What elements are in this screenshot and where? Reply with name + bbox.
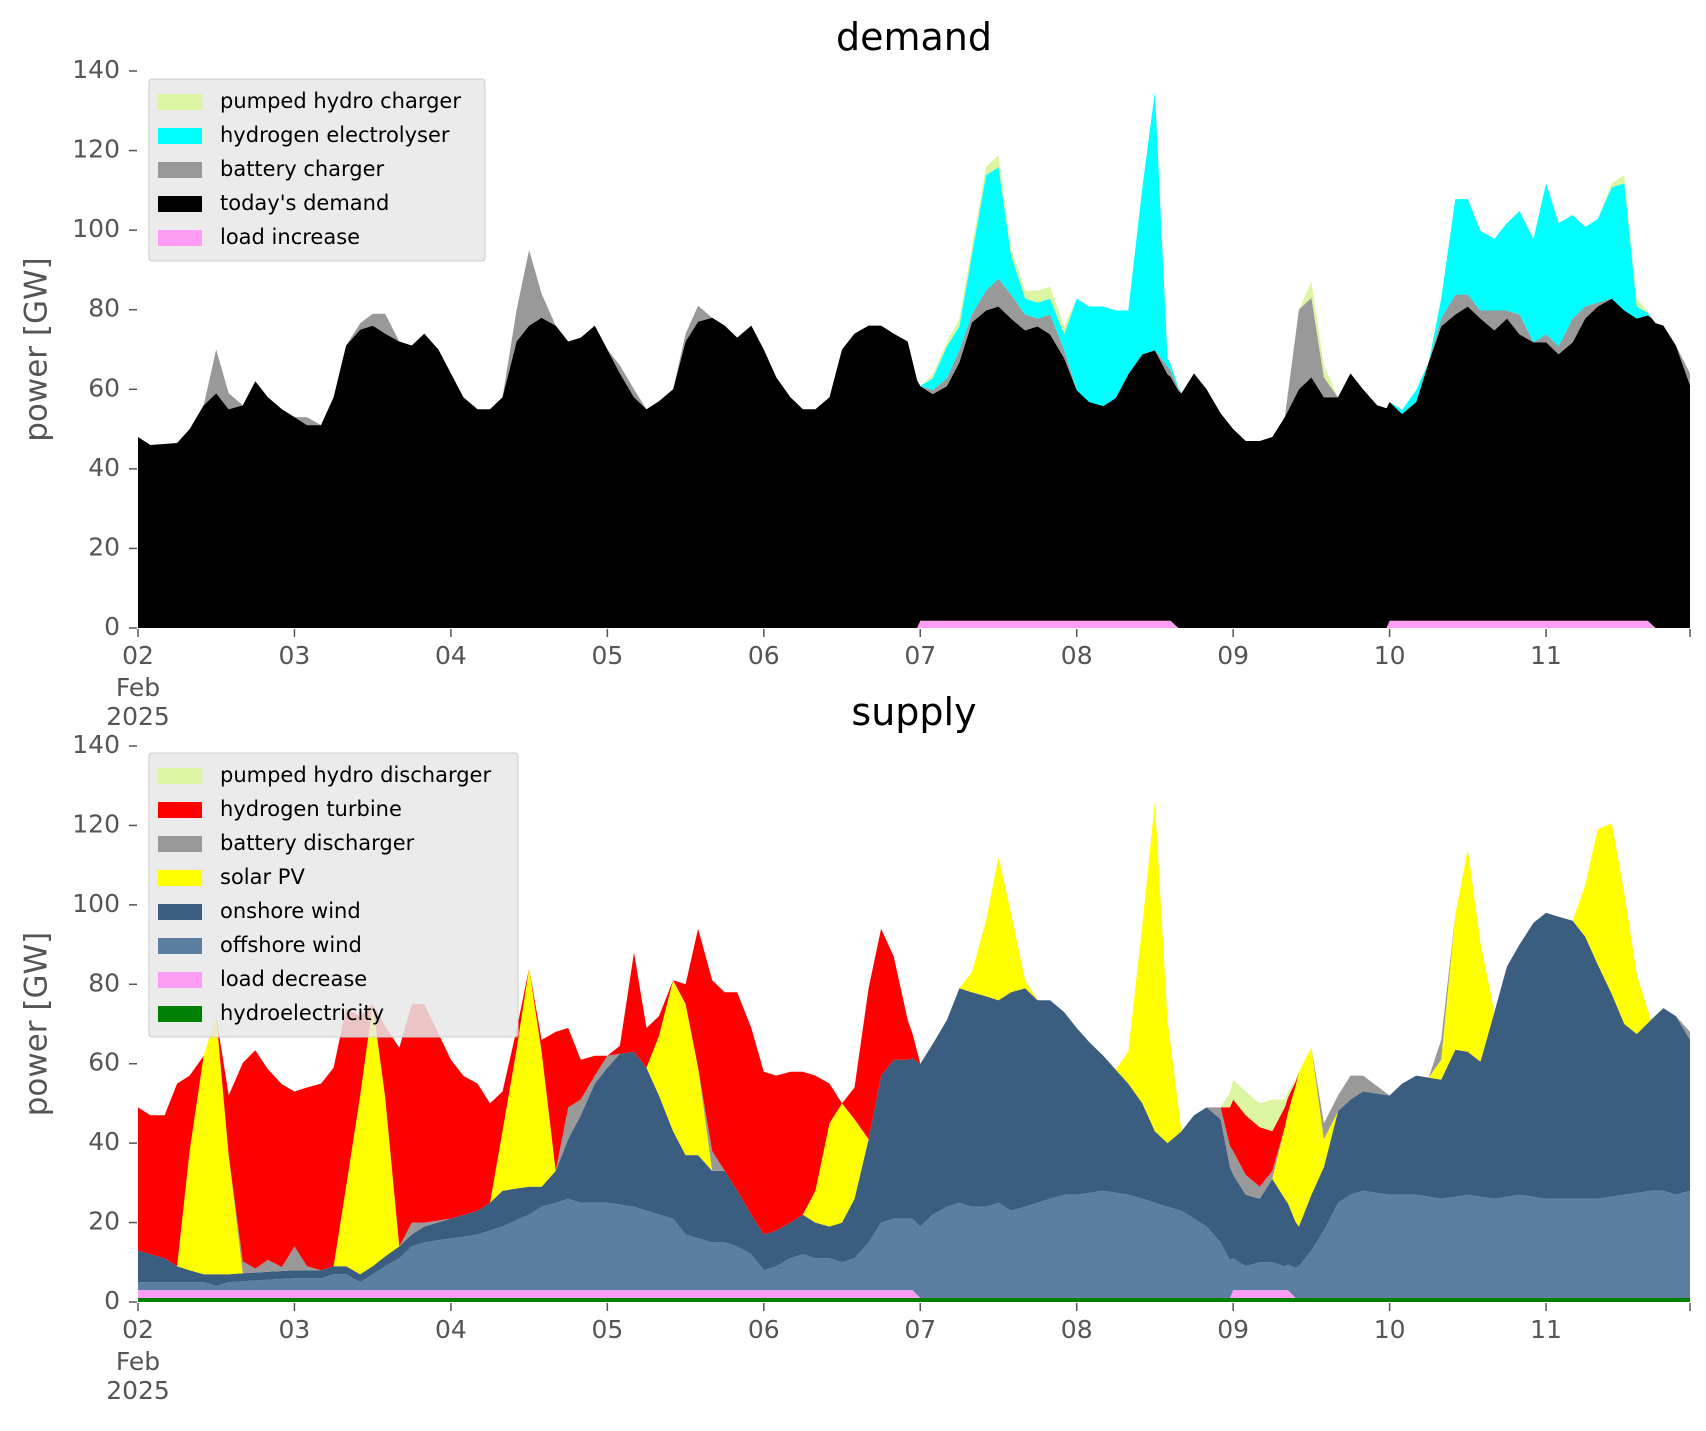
y-tick-label: 100 bbox=[72, 214, 120, 243]
x-tick-label: 03 bbox=[279, 1315, 311, 1344]
y-tick-label: 40 bbox=[88, 1127, 120, 1156]
y-tick-label: 120 bbox=[72, 135, 120, 164]
x-tick-label: 07 bbox=[904, 1315, 936, 1344]
legend-label-load-increase: load increase bbox=[220, 225, 360, 249]
x-tick-label: 09 bbox=[1217, 641, 1249, 670]
y-tick-label: 0 bbox=[104, 1286, 120, 1315]
legend-label-solar-pv: solar PV bbox=[220, 865, 305, 889]
legend-box bbox=[148, 78, 486, 262]
legend-label-load-decrease: load decrease bbox=[220, 967, 367, 991]
x-tick-label: 08 bbox=[1061, 641, 1093, 670]
legend-label-pumped-hydro-charger: pumped hydro charger bbox=[220, 89, 461, 113]
legend-swatch-load-increase bbox=[158, 230, 202, 246]
x-tick-label: 06 bbox=[748, 641, 780, 670]
legend-label-hydrogen-turbine: hydrogen turbine bbox=[220, 797, 402, 821]
x-tick-label: 05 bbox=[591, 641, 623, 670]
legend-label-pumped-hydro-discharger: pumped hydro discharger bbox=[220, 763, 491, 787]
legend-label-battery-discharger: battery discharger bbox=[220, 831, 415, 855]
x-tick-label: 02 bbox=[122, 641, 154, 670]
legend-swatch-battery-charger bbox=[158, 162, 202, 178]
x-tick-label: 10 bbox=[1374, 1315, 1406, 1344]
legend-swatch-hydrogen-electrolyser bbox=[158, 128, 202, 144]
legend-swatch-solar-pv bbox=[158, 870, 202, 886]
area-offshore-wind bbox=[138, 1190, 1690, 1298]
demand-y-axis-label: power [GW] bbox=[19, 257, 55, 442]
x-tick-label: 04 bbox=[435, 1315, 467, 1344]
area-hydroelectricity bbox=[138, 1298, 1690, 1302]
x-tick-label: 02 bbox=[122, 1315, 154, 1344]
y-tick-label: 60 bbox=[88, 373, 120, 402]
legend-swatch-pumped-hydro-discharger bbox=[158, 768, 202, 784]
x-tick-label: 06 bbox=[748, 1315, 780, 1344]
supply-y-axis-label: power [GW] bbox=[19, 932, 55, 1117]
legend-label-battery-charger: battery charger bbox=[220, 157, 385, 181]
legend-box bbox=[148, 752, 519, 1038]
y-tick-label: 80 bbox=[88, 294, 120, 323]
legend-swatch-pumped-hydro-charger bbox=[158, 94, 202, 110]
y-tick-label: 20 bbox=[88, 532, 120, 561]
x-tick-label: 08 bbox=[1061, 1315, 1093, 1344]
area-battery-charger bbox=[138, 250, 1690, 445]
legend-swatch-hydroelectricity bbox=[158, 1006, 202, 1022]
area-today-s-demand bbox=[138, 298, 1690, 628]
y-tick-label: 100 bbox=[72, 889, 120, 918]
x-tick-year-label: 2025 bbox=[106, 1376, 170, 1405]
x-tick-month-label: Feb bbox=[116, 673, 160, 702]
y-tick-label: 80 bbox=[88, 968, 120, 997]
legend-label-hydrogen-electrolyser: hydrogen electrolyser bbox=[220, 123, 450, 147]
x-tick-label: 07 bbox=[904, 641, 936, 670]
area-load-decrease bbox=[138, 1290, 1690, 1298]
demand-chart-title: demand bbox=[836, 15, 992, 59]
area-onshore-wind bbox=[138, 912, 1690, 1287]
legend-swatch-battery-discharger bbox=[158, 836, 202, 852]
legend-label-onshore-wind: onshore wind bbox=[220, 899, 361, 923]
area-hydrogen-turbine bbox=[138, 801, 1690, 1271]
y-tick-label: 60 bbox=[88, 1048, 120, 1077]
legend-swatch-today-s-demand bbox=[158, 196, 202, 212]
x-tick-label: 09 bbox=[1217, 1315, 1249, 1344]
x-tick-label: 04 bbox=[435, 641, 467, 670]
area-solar-pv bbox=[138, 801, 1690, 1275]
area-load-increase bbox=[138, 620, 1690, 628]
legend-swatch-offshore-wind bbox=[158, 938, 202, 954]
y-tick-label: 140 bbox=[72, 55, 120, 84]
x-tick-month-label: Feb bbox=[116, 1347, 160, 1376]
legend-swatch-onshore-wind bbox=[158, 904, 202, 920]
y-tick-label: 40 bbox=[88, 453, 120, 482]
y-tick-label: 0 bbox=[104, 612, 120, 641]
supply-chart-title: supply bbox=[851, 690, 976, 734]
y-tick-label: 20 bbox=[88, 1207, 120, 1236]
x-tick-label: 11 bbox=[1530, 1315, 1562, 1344]
legend-label-hydroelectricity: hydroelectricity bbox=[220, 1001, 384, 1025]
y-tick-label: 140 bbox=[72, 730, 120, 759]
y-tick-label: 120 bbox=[72, 809, 120, 838]
legend-label-offshore-wind: offshore wind bbox=[220, 933, 362, 957]
legend-swatch-load-decrease bbox=[158, 972, 202, 988]
x-tick-label: 03 bbox=[279, 641, 311, 670]
legend-label-today-s-demand: today's demand bbox=[220, 191, 389, 215]
legend-swatch-hydrogen-turbine bbox=[158, 802, 202, 818]
x-tick-label: 11 bbox=[1530, 641, 1562, 670]
x-tick-label: 05 bbox=[591, 1315, 623, 1344]
x-tick-year-label: 2025 bbox=[106, 702, 170, 731]
x-tick-label: 10 bbox=[1374, 641, 1406, 670]
